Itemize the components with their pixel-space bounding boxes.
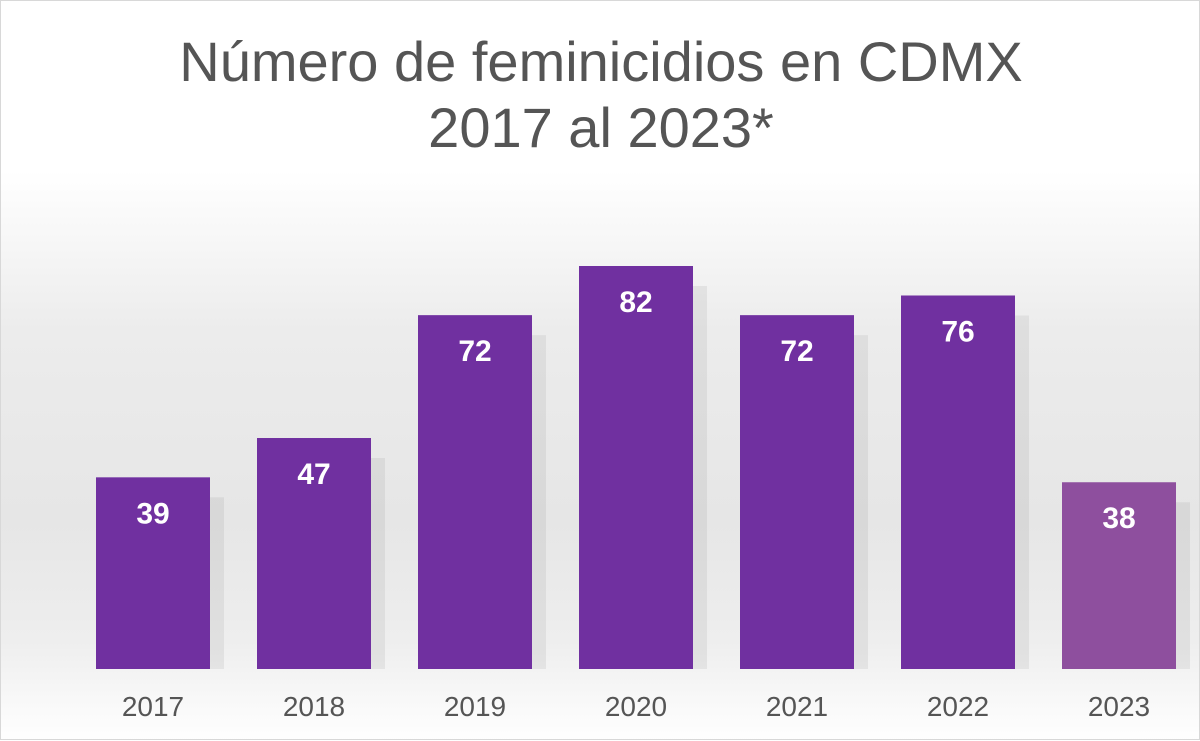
bar-2023: [1062, 482, 1176, 669]
x-tick-label-2020: 2020: [605, 691, 667, 722]
bar-2022: [901, 295, 1015, 669]
x-tick-label-2022: 2022: [927, 691, 989, 722]
x-tick-label-2023: 2023: [1088, 691, 1150, 722]
chart-title: Número de feminicidios en CDMX 2017 al 2…: [1, 29, 1200, 161]
x-tick-label-2019: 2019: [444, 691, 506, 722]
data-label-2021: 72: [780, 335, 813, 368]
x-tick-labels-group: 2017 2018 2019 2020 2021 2022 2023: [122, 691, 1150, 722]
data-label-2022: 76: [941, 315, 974, 348]
bar-2021: [740, 315, 854, 669]
chart-title-line: Número de feminicidios en CDMX: [179, 30, 1023, 93]
x-tick-label-2018: 2018: [283, 691, 345, 722]
bar-2017: [96, 477, 210, 669]
bar-2018: [257, 438, 371, 669]
data-label-2023: 38: [1102, 502, 1135, 535]
x-tick-label-2017: 2017: [122, 691, 184, 722]
chart-subtitle-line: 2017 al 2023*: [428, 96, 774, 159]
bars-group: [96, 266, 1176, 669]
data-label-2019: 72: [458, 335, 491, 368]
data-label-2018: 47: [297, 458, 330, 491]
x-tick-label-2021: 2021: [766, 691, 828, 722]
data-label-2017: 39: [136, 497, 169, 530]
bar-2020: [579, 266, 693, 669]
data-labels-group: 39 47 72 82 72 76 38: [136, 286, 1135, 535]
bar-2019: [418, 315, 532, 669]
data-label-2020: 82: [619, 286, 652, 319]
